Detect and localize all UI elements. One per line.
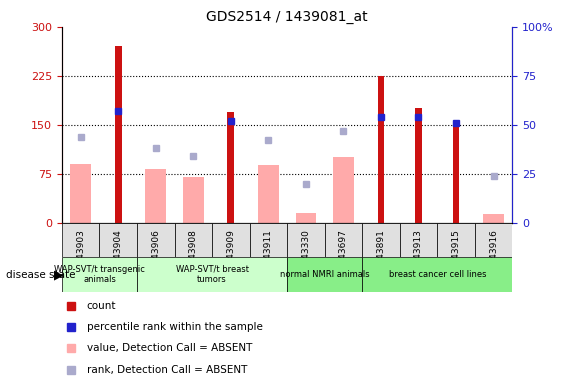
Bar	[62, 223, 100, 257]
Text: GSM143908: GSM143908	[189, 229, 198, 284]
Text: GSM143697: GSM143697	[339, 229, 348, 284]
Text: GSM143916: GSM143916	[489, 229, 498, 284]
Bar	[287, 257, 362, 292]
Text: disease state: disease state	[6, 270, 75, 280]
Bar	[325, 223, 362, 257]
Bar	[437, 223, 475, 257]
Text: percentile rank within the sample: percentile rank within the sample	[87, 322, 262, 333]
Bar	[362, 257, 512, 292]
Bar	[183, 177, 204, 223]
Text: GSM143330: GSM143330	[301, 229, 310, 284]
Bar	[258, 165, 279, 223]
Text: WAP-SVT/t transgenic
animals: WAP-SVT/t transgenic animals	[54, 265, 145, 284]
Text: GSM143913: GSM143913	[414, 229, 423, 284]
Text: count: count	[87, 301, 116, 311]
Text: value, Detection Call = ABSENT: value, Detection Call = ABSENT	[87, 343, 252, 354]
Bar	[249, 223, 287, 257]
Bar	[137, 223, 175, 257]
Bar	[333, 157, 354, 223]
Bar	[483, 214, 504, 223]
Bar	[62, 257, 137, 292]
Bar	[100, 223, 137, 257]
Bar	[137, 257, 287, 292]
Bar	[175, 223, 212, 257]
Bar	[453, 121, 459, 223]
Text: GSM143911: GSM143911	[264, 229, 273, 284]
Text: GSM143903: GSM143903	[76, 229, 85, 284]
Text: GSM143904: GSM143904	[114, 229, 123, 284]
Bar	[287, 223, 325, 257]
Text: rank, Detection Call = ABSENT: rank, Detection Call = ABSENT	[87, 364, 247, 375]
Bar	[212, 223, 249, 257]
Text: ▶: ▶	[54, 268, 64, 281]
Title: GDS2514 / 1439081_at: GDS2514 / 1439081_at	[206, 10, 368, 25]
Bar	[70, 164, 91, 223]
Bar	[227, 112, 234, 223]
Text: GSM143906: GSM143906	[151, 229, 160, 284]
Bar	[378, 76, 385, 223]
Text: GSM143915: GSM143915	[452, 229, 461, 284]
Bar	[400, 223, 437, 257]
Bar	[145, 169, 166, 223]
Text: normal NMRI animals: normal NMRI animals	[280, 270, 369, 279]
Bar	[475, 223, 512, 257]
Text: GSM143891: GSM143891	[377, 229, 386, 284]
Bar	[415, 109, 422, 223]
Text: breast cancer cell lines: breast cancer cell lines	[388, 270, 486, 279]
Bar	[362, 223, 400, 257]
Bar	[115, 46, 122, 223]
Text: WAP-SVT/t breast
tumors: WAP-SVT/t breast tumors	[176, 265, 248, 284]
Bar	[296, 213, 316, 223]
Text: GSM143909: GSM143909	[226, 229, 235, 284]
